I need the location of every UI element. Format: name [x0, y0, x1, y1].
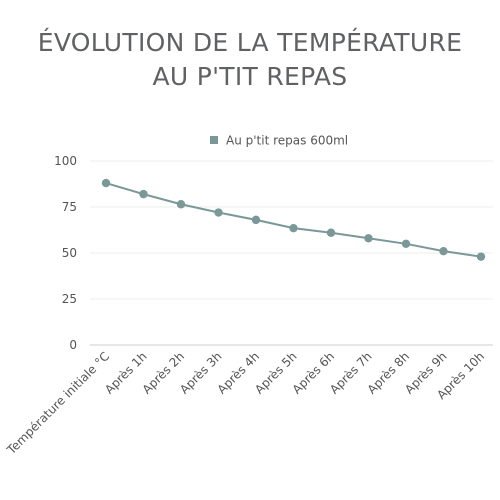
y-tick-label: 50 [62, 246, 77, 260]
legend: Au p'tit repas 600ml [210, 134, 348, 148]
data-point [139, 189, 148, 199]
y-tick-label: 25 [62, 292, 77, 306]
y-tick-label: 100 [54, 154, 77, 168]
chart-title-line-2: AU P'TIT REPAS [152, 62, 348, 91]
data-point [476, 252, 486, 261]
data-point [364, 234, 373, 243]
chart-title: ÉVOLUTION DE LA TEMPÉRATURE AU P'TIT REP… [0, 26, 500, 94]
data-point [326, 228, 336, 237]
series-line-path [105, 182, 482, 258]
data-point [251, 215, 261, 225]
data-point [289, 223, 298, 233]
y-tick-label: 75 [62, 200, 77, 214]
legend-swatch [210, 136, 218, 144]
y-tick-label: 0 [69, 338, 77, 352]
data-point [176, 200, 186, 209]
data-point [401, 239, 411, 248]
legend-label: Au p'tit repas 600ml [226, 134, 348, 148]
chart-title-line-1: ÉVOLUTION DE LA TEMPÉRATURE [37, 28, 463, 57]
y-axis: 0 25 50 75 100 [54, 154, 77, 352]
x-tick-label: Température initiale °C [4, 349, 112, 457]
series-line [101, 178, 486, 261]
data-point [439, 246, 448, 256]
grid [90, 160, 493, 346]
data-point [214, 208, 223, 217]
data-point [101, 178, 111, 188]
